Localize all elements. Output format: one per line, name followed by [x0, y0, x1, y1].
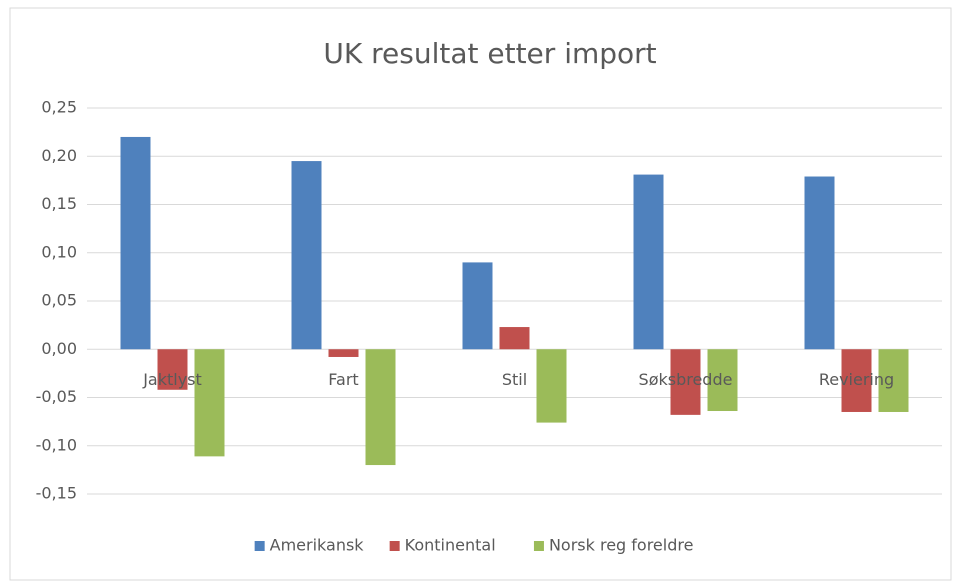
bar — [707, 349, 738, 412]
x-tick-label: Fart — [328, 370, 358, 389]
legend-label: Amerikansk — [270, 536, 365, 555]
y-tick-label: 0,00 — [41, 339, 77, 358]
legend-swatch — [389, 541, 400, 551]
bar — [328, 349, 359, 357]
bar — [120, 136, 151, 350]
chart-title: UK resultat etter import — [323, 37, 656, 70]
y-tick-label: -0,10 — [36, 435, 77, 454]
bar — [462, 262, 493, 350]
bar — [291, 161, 322, 350]
bar — [499, 327, 530, 350]
legend-swatch — [533, 541, 544, 551]
legend-swatch — [254, 541, 265, 551]
y-tick-label: 0,15 — [41, 194, 77, 213]
x-tick-label: Søksbredde — [639, 370, 733, 389]
y-tick-label: 0,05 — [41, 291, 77, 310]
legend-label: Kontinental — [405, 536, 496, 555]
y-tick-label: 0,25 — [41, 98, 77, 117]
legend-label: Norsk reg foreldre — [549, 536, 694, 555]
y-tick-label: 0,10 — [41, 242, 77, 261]
y-tick-label: -0,15 — [36, 484, 77, 503]
x-tick-label: Reviering — [819, 370, 894, 389]
bar — [841, 349, 872, 412]
bar — [365, 349, 396, 466]
bar — [878, 349, 909, 412]
x-tick-label: Stil — [502, 370, 527, 389]
y-tick-label: -0,05 — [36, 387, 77, 406]
bar — [536, 349, 567, 423]
bar — [804, 176, 835, 350]
x-tick-label: Jaktlyst — [142, 370, 202, 389]
y-tick-label: 0,20 — [41, 146, 77, 165]
bar — [194, 349, 225, 457]
bar — [157, 349, 188, 390]
bar — [670, 349, 701, 415]
bar — [633, 174, 664, 350]
